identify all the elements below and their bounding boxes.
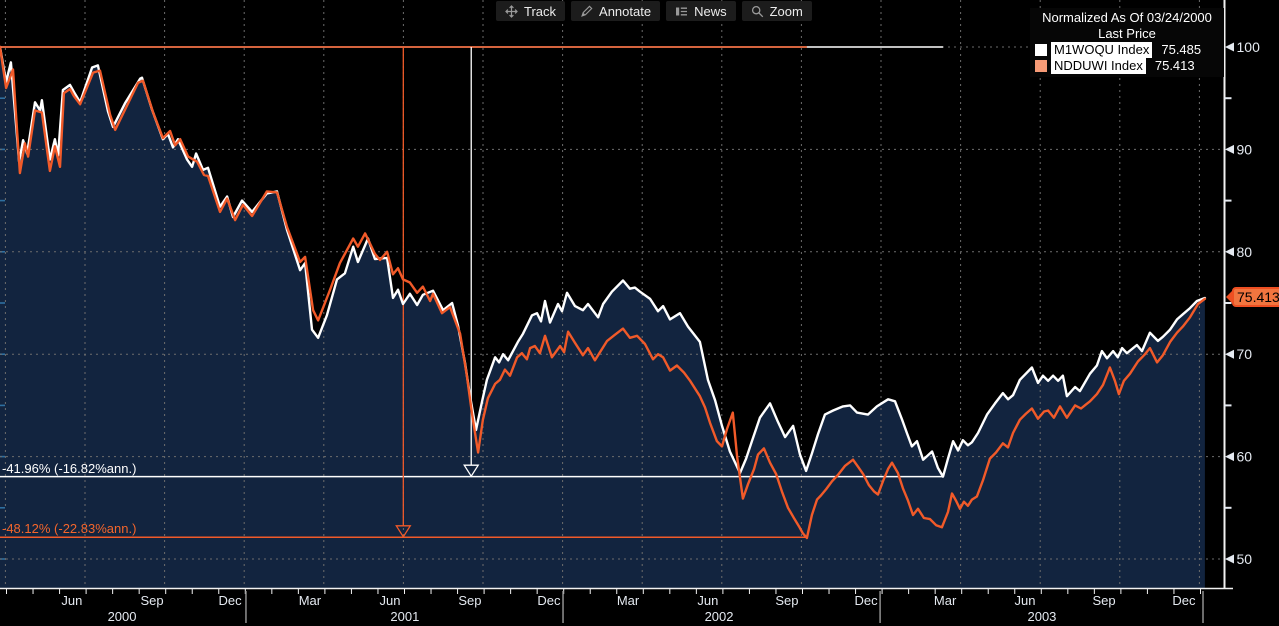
news-button[interactable]: News xyxy=(666,1,736,21)
annotate-button-label: Annotate xyxy=(599,3,652,19)
crosshair-icon xyxy=(505,4,518,18)
x-axis-year-label: 2000 xyxy=(108,609,137,624)
y-axis-tick-arrow-icon xyxy=(1225,554,1234,564)
x-axis-month-label: Mar xyxy=(299,593,322,608)
last-price-axis-badge: 75.413 xyxy=(1226,287,1279,307)
ndduwi-swatch xyxy=(1035,60,1047,72)
m1woqu-arrowhead-icon xyxy=(463,464,480,478)
x-axis-month-label: Sep xyxy=(140,593,163,608)
y-axis-tick-arrow-icon xyxy=(1225,247,1234,257)
y-axis-tick-label: 60 xyxy=(1237,449,1253,465)
x-axis-month-label: Sep xyxy=(1092,593,1115,608)
zoom-button-label: Zoom xyxy=(769,3,803,19)
x-axis-month-label: Jun xyxy=(697,593,718,608)
zoom-button[interactable]: Zoom xyxy=(741,1,812,21)
ndduwi-last-price: 75.413 xyxy=(1154,58,1195,73)
series-line-m1woqu[interactable] xyxy=(0,45,1207,478)
m1woqu-label: M1WOQU Index xyxy=(1051,42,1153,58)
badge-value: 75.413 xyxy=(1232,287,1279,307)
x-axis-year-label: 2002 xyxy=(705,609,734,624)
annotate-button[interactable]: Annotate xyxy=(571,1,661,21)
x-axis-month-label: Sep xyxy=(458,593,481,608)
m1woqu-last-price: 75.485 xyxy=(1161,42,1202,57)
x-axis-month-label: Jun xyxy=(380,593,401,608)
track-button-label: Track xyxy=(524,3,557,19)
ndduwi-label: NDDUWI Index xyxy=(1051,58,1146,74)
y-axis-tick-label: 100 xyxy=(1237,39,1261,55)
track-button[interactable]: Track xyxy=(496,1,566,21)
x-axis-month-label: Mar xyxy=(934,593,957,608)
news-button-label: News xyxy=(694,3,727,19)
chart-toolbar: Track Annotate News xyxy=(496,1,812,21)
y-axis-tick-label: 50 xyxy=(1237,551,1253,567)
m1woqu-swatch xyxy=(1035,44,1047,56)
x-axis-month-label: Dec xyxy=(1172,593,1196,608)
x-axis-month-label: Dec xyxy=(218,593,242,608)
y-axis-tick-arrow-icon xyxy=(1225,144,1234,154)
x-axis-month-label: Sep xyxy=(775,593,798,608)
legend-title: Normalized As Of 03/24/2000 xyxy=(1042,10,1212,25)
x-axis-month-label: Mar xyxy=(617,593,640,608)
ndduwi-drawdown-annotation: -48.12% (-22.83%ann.) xyxy=(2,521,137,536)
y-axis-tick-arrow-icon xyxy=(1225,42,1234,52)
magnifier-icon xyxy=(751,5,764,18)
x-axis-month-label: Jun xyxy=(61,593,82,608)
badge-notch-icon xyxy=(1226,289,1234,305)
chart-legend: Normalized As Of 03/24/2000 Last Price M… xyxy=(1030,8,1224,77)
y-axis-tick-label: 90 xyxy=(1237,141,1253,157)
pencil-icon xyxy=(580,5,593,18)
series-line-ndduwi[interactable] xyxy=(0,45,1207,540)
x-axis-month-label: Dec xyxy=(854,593,878,608)
y-axis-tick-label: 80 xyxy=(1237,244,1253,260)
x-axis-month-label: Jun xyxy=(1014,593,1035,608)
m1woqu-drawdown-annotation: -41.96% (-16.82%ann.) xyxy=(2,461,137,476)
x-axis-month-label: Dec xyxy=(537,593,561,608)
y-axis-tick-arrow-icon xyxy=(1225,452,1234,462)
news-lines-icon xyxy=(675,5,688,18)
legend-row-ndduwi[interactable]: NDDUWI Index 75.413 xyxy=(1032,58,1222,74)
ndduwi-arrowhead-icon xyxy=(395,525,412,539)
legend-row-m1woqu[interactable]: M1WOQU Index 75.485 xyxy=(1032,42,1222,58)
y-axis-tick-arrow-icon xyxy=(1225,349,1234,359)
x-axis-year-label: 2001 xyxy=(390,609,419,624)
x-axis-year-label: 2003 xyxy=(1027,609,1056,624)
legend-subtitle: Last Price xyxy=(1098,26,1156,41)
price-area-fill xyxy=(0,47,1205,588)
y-axis-tick-label: 70 xyxy=(1237,346,1253,362)
